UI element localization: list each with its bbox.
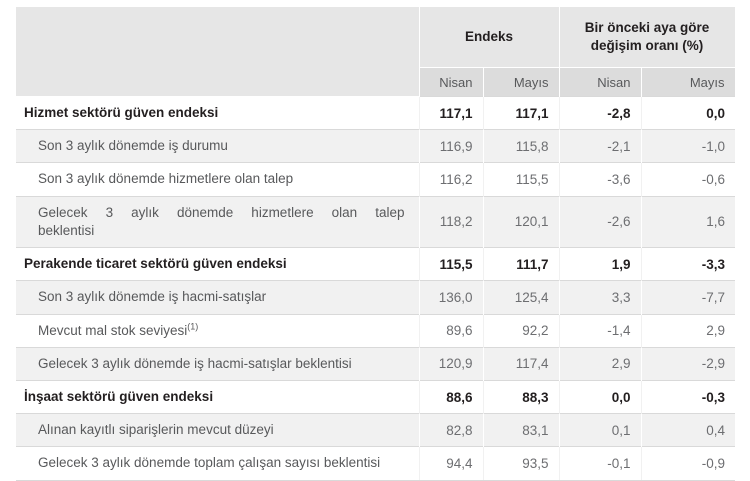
row-label: Son 3 aylık dönemde iş durumu [16,129,419,163]
cell-change-nisan: 1,9 [558,247,641,281]
cell-endeks-nisan: 88,6 [418,379,483,414]
cell-endeks-nisan: 120,9 [418,346,483,381]
header-group-change-line1: Bir önceki aya göre [584,19,710,35]
cell-change-mayis: -0,6 [640,162,735,197]
row-label-text: Son 3 aylık dönemde iş durumu [38,138,228,154]
cell-endeks-mayis: 125,4 [482,280,559,315]
footnote-marker: (1) [187,321,199,332]
table-row: Son 3 aylık dönemde hizmetlere olan tale… [16,162,735,197]
table-row: Alınan kayıtlı siparişlerin mevcut düzey… [16,413,735,447]
row-label: Gelecek 3 aylık dönemde iş hacmi-satışla… [16,346,419,381]
cell-change-mayis: 0,0 [640,95,735,130]
row-label: Perakende ticaret sektörü güven endeksi [16,247,419,281]
row-label: İnşaat sektörü güven endeksi [16,379,419,414]
cell-change-nisan: 3,3 [558,280,641,315]
subheader-change-mayis: Mayıs [640,67,736,97]
table-body: Hizmet sektörü güven endeksi 117,1 117,1 -2… [16,95,735,481]
subheader-endeks-nisan: Nisan [418,67,484,97]
cell-endeks-nisan: 136,0 [418,280,483,315]
cell-endeks-nisan: 115,5 [418,247,483,281]
cell-endeks-nisan: 82,8 [418,413,483,447]
row-label-text: İnşaat sektörü güven endeksi [24,388,214,404]
header-subcolumn-row: Nisan Mayıs Nisan Mayıs [16,67,736,97]
cell-endeks-nisan: 94,4 [418,446,483,481]
cell-endeks-mayis: 120,1 [482,195,559,248]
cell-change-mayis: 0,4 [640,413,735,447]
row-label: Son 3 aylık dönemde iş hacmi-satışlar [16,280,419,315]
confidence-index-table: Endeks Bir önceki aya göre değişim oranı… [16,6,736,481]
table-row: Son 3 aylık dönemde iş durumu 116,9 115,8-… [16,129,735,163]
table-row: Son 3 aylık dönemde iş hacmi-satışlar 136… [16,280,735,315]
cell-change-mayis: -1,0 [640,129,735,163]
cell-change-mayis: -0,3 [640,379,735,414]
header-group-endeks: Endeks [418,6,560,68]
cell-change-nisan: -2,8 [558,95,641,130]
cell-endeks-mayis: 93,5 [482,446,559,481]
row-label-text: Son 3 aylık dönemde iş hacmi-satışlar [38,289,267,305]
cell-endeks-mayis: 117,4 [482,346,559,381]
table-row: Gelecek 3 aylık dönemde iş hacmi-satışla… [16,346,735,381]
row-label: Gelecek 3 aylık dönemde toplam çalışan s… [16,446,419,481]
header-group-row: Endeks Bir önceki aya göre değişim oranı… [16,6,736,97]
cell-change-nisan: -2,1 [558,129,641,163]
row-label-text: Gelecek 3 aylık dönemde iş hacmi-satışla… [38,355,352,371]
table-section-row: Hizmet sektörü güven endeksi 117,1 117,1 -2… [16,95,735,130]
table-header: Endeks Bir önceki aya göre değişim oranı… [16,6,736,97]
cell-endeks-mayis: 115,8 [482,129,559,163]
cell-endeks-mayis: 115,5 [482,162,559,197]
cell-change-nisan: -0,1 [558,446,641,481]
cell-change-mayis: 2,9 [640,313,735,348]
cell-change-nisan: -1,4 [558,313,641,348]
cell-endeks-mayis: 88,3 [482,379,559,414]
header-group-change: Bir önceki aya göre değişim oranı (%) [558,6,736,68]
cell-change-mayis: -3,3 [640,247,735,281]
cell-endeks-nisan: 118,2 [418,195,483,248]
row-label: Gelecek 3 aylık dönemde hizmetlere olan … [16,195,419,248]
cell-endeks-nisan: 89,6 [418,313,483,348]
row-label-text: Gelecek 3 aylık dönemde toplam çalışan s… [38,455,381,471]
cell-change-mayis: -7,7 [640,280,735,315]
cell-endeks-mayis: 111,7 [482,247,559,281]
table-section-row: Perakende ticaret sektörü güven endeksi 1… [16,247,735,281]
cell-change-nisan: -3,6 [558,162,641,197]
cell-endeks-nisan: 117,1 [418,95,483,130]
cell-change-nisan: -2,6 [558,195,641,248]
cell-change-nisan: 2,9 [558,346,641,381]
row-label: Mevcut mal stok seviyesi(1) [16,313,419,348]
table-section-row: İnşaat sektörü güven endeksi 88,6 88,3 0,0-… [16,379,735,414]
row-label-text: Hizmet sektörü güven endeksi [24,105,219,120]
row-label: Hizmet sektörü güven endeksi [16,95,419,130]
row-label-line1: Gelecek 3 aylık dönemde hizmetlere olan … [38,204,405,220]
row-label-line2: beklentisi [38,222,95,238]
cell-change-nisan: 0,0 [558,379,641,414]
table-row: Gelecek 3 aylık dönemde hizmetlere olan … [16,195,735,248]
cell-endeks-nisan: 116,9 [418,129,483,163]
row-label: Alınan kayıtlı siparişlerin mevcut düzey… [16,413,419,447]
row-label-text: Son 3 aylık dönemde hizmetlere olan tale… [38,171,294,187]
header-group-change-line2: değişim oranı (%) [590,38,704,53]
cell-change-mayis: -0,9 [640,446,735,481]
row-label-text: Mevcut mal stok seviyesi [38,322,188,338]
cell-endeks-nisan: 116,2 [418,162,483,197]
cell-change-mayis: 1,6 [640,195,735,248]
row-label: Son 3 aylık dönemde hizmetlere olan tale… [16,162,419,197]
table-row: Mevcut mal stok seviyesi(1) 89,6 92,2 -1,4 2… [16,313,735,348]
row-label-text: Perakende ticaret sektörü güven endeksi [24,256,287,272]
cell-change-mayis: -2,9 [640,346,735,381]
cell-endeks-mayis: 117,1 [482,95,559,130]
statistics-table-page: Endeks Bir önceki aya göre değişim oranı… [16,6,736,481]
subheader-endeks-mayis: Mayıs [482,67,560,97]
cell-endeks-mayis: 92,2 [482,313,559,348]
subheader-change-nisan: Nisan [558,67,642,97]
cell-endeks-mayis: 83,1 [482,413,559,447]
table-row: Gelecek 3 aylık dönemde toplam çalışan s… [16,446,735,481]
cell-change-nisan: 0,1 [558,413,641,447]
header-corner-cell [16,6,420,97]
row-label-text: Alınan kayıtlı siparişlerin mevcut düzey… [38,422,274,438]
